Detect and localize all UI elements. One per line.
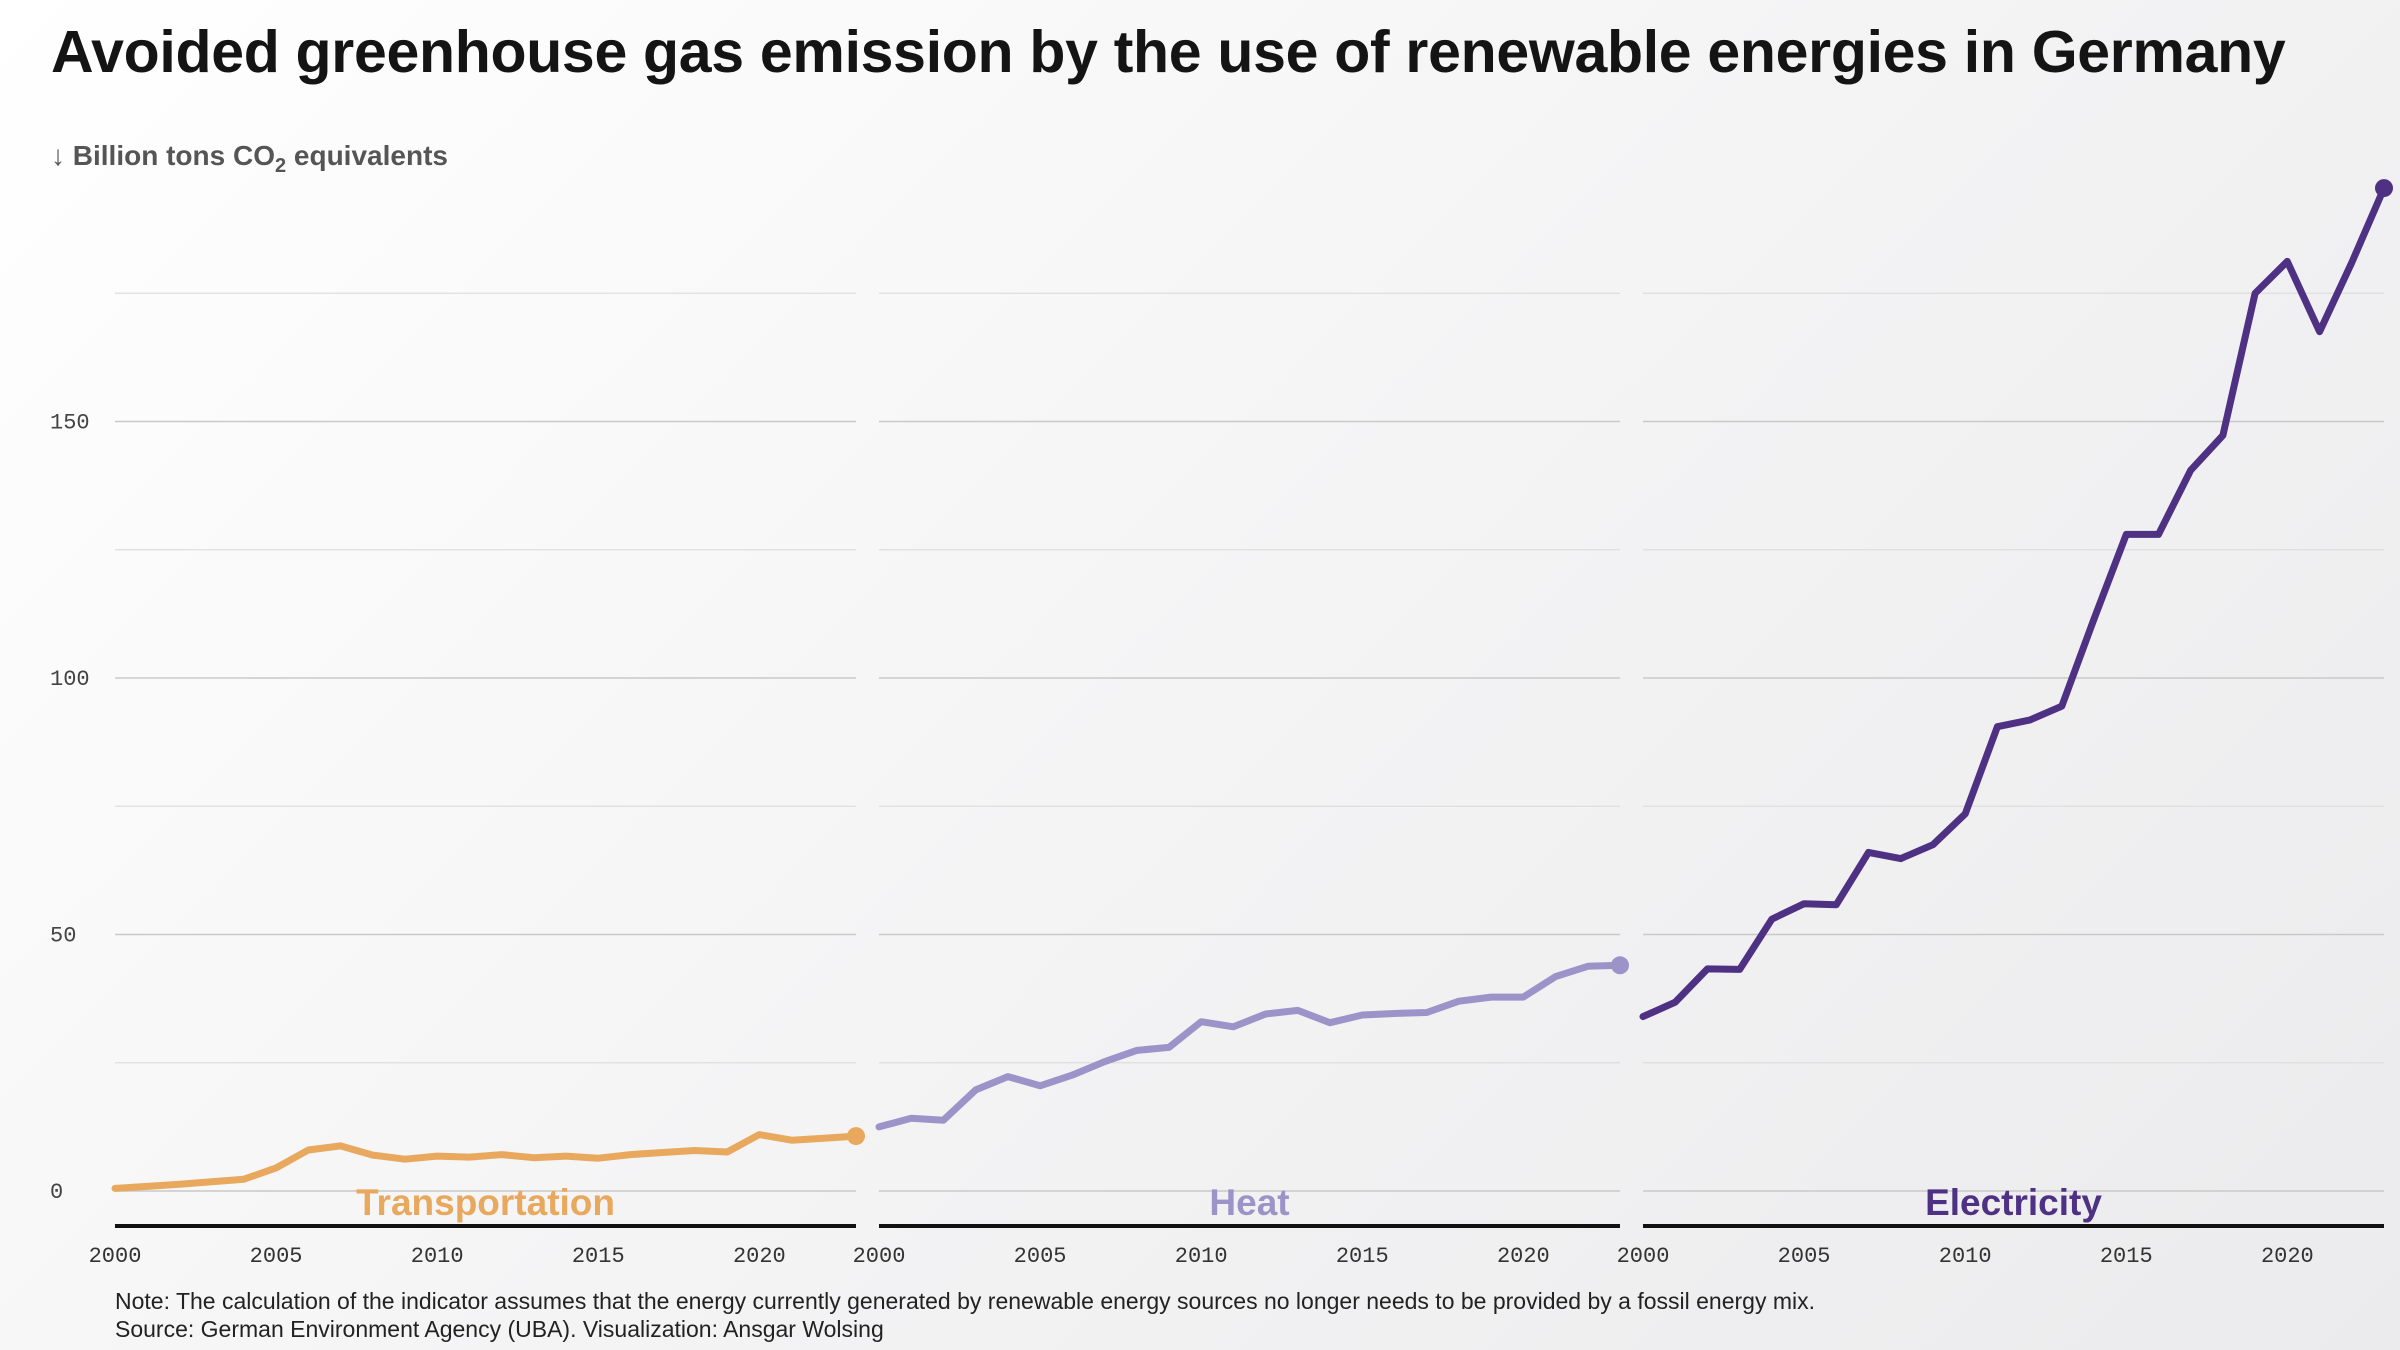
- x-tick-label: 2010: [411, 1244, 464, 1269]
- x-tick-label: 2015: [1336, 1244, 1389, 1269]
- y-tick-label: 150: [50, 411, 90, 436]
- x-tick-label: 2015: [2100, 1244, 2153, 1269]
- x-tick-label: 2020: [733, 1244, 786, 1269]
- end-point-electricity: [2375, 179, 2393, 198]
- methodology-note: Note: The calculation of the indicator a…: [115, 1288, 1816, 1314]
- x-tick-label: 2000: [1617, 1244, 1670, 1269]
- footnotes: Note: The calculation of the indicator a…: [115, 1287, 1815, 1343]
- x-tick-label: 2000: [89, 1244, 142, 1269]
- x-tick-label: 2020: [1497, 1244, 1550, 1269]
- x-tick-label: 2015: [572, 1244, 625, 1269]
- x-tick-label: 2000: [853, 1244, 906, 1269]
- panel-label-heat: Heat: [1209, 1182, 1289, 1223]
- y-tick-label: 50: [50, 924, 76, 949]
- x-tick-label: 2010: [1175, 1244, 1228, 1269]
- series-line-transportation: [111, 1131, 860, 1192]
- x-tick-label: 2010: [1939, 1244, 1992, 1269]
- series-line-heat: [875, 961, 1624, 1131]
- small-multiples-line-chart: 0 50 100 150 2000 2005 2010 2015 2020 Transportat…: [50, 179, 2393, 1269]
- end-point-heat: [1611, 956, 1629, 975]
- end-point-transportation: [847, 1127, 865, 1146]
- y-tick-label: 100: [50, 667, 90, 692]
- y-tick-label: 0: [50, 1180, 63, 1205]
- chart-title: Avoided greenhouse gas emission by the u…: [51, 19, 2286, 85]
- x-tick-label: 2005: [1778, 1244, 1831, 1269]
- y-axis-unit-label: ↓ Billion tons CO2 equivalents: [51, 140, 448, 177]
- source-credit: Source: German Environment Agency (UBA).…: [115, 1316, 884, 1342]
- x-tick-label: 2020: [2261, 1244, 2314, 1269]
- x-tick-label: 2005: [250, 1244, 303, 1269]
- panel-label-electricity: Electricity: [1925, 1182, 2102, 1223]
- series-line-electricity: [1639, 184, 2388, 1021]
- panel-label-transportation: Transportation: [356, 1182, 615, 1223]
- down-arrow-icon: ↓: [51, 140, 65, 171]
- x-tick-label: 2005: [1014, 1244, 1067, 1269]
